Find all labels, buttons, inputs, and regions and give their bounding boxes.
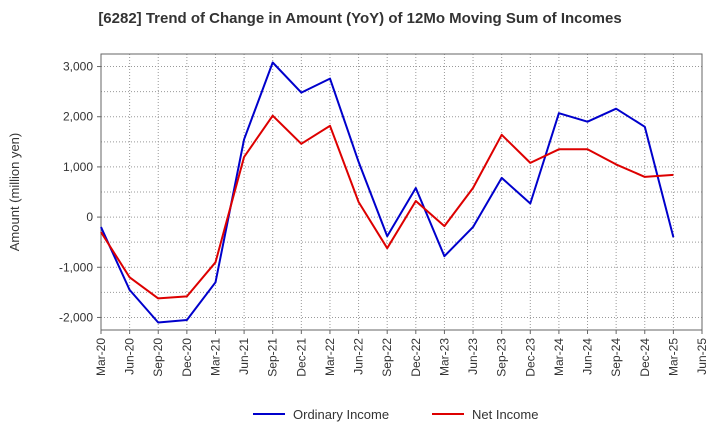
x-tick-label: Sep-21 xyxy=(266,338,280,377)
x-tick-label: Mar-25 xyxy=(666,338,680,376)
x-tick-label: Mar-22 xyxy=(323,338,337,376)
y-tick-label: 1,000 xyxy=(63,160,93,174)
y-tick-label: 2,000 xyxy=(63,110,93,124)
x-tick-label: Sep-23 xyxy=(495,338,509,377)
y-axis-title: Amount (million yen) xyxy=(7,133,22,252)
legend-ordinary-income-label: Ordinary Income xyxy=(293,407,389,422)
x-tick-label: Jun-23 xyxy=(466,338,480,375)
x-tick-label: Jun-22 xyxy=(352,338,366,375)
legend-net-income-label: Net Income xyxy=(472,407,538,422)
y-tick-label: -2,000 xyxy=(59,310,93,324)
x-tick-label: Jun-24 xyxy=(581,338,595,375)
y-tick-label: 3,000 xyxy=(63,60,93,74)
x-tick-label: Sep-20 xyxy=(151,338,165,377)
series-line-ordinary-income xyxy=(100,61,675,324)
x-tick-label: Mar-24 xyxy=(552,338,566,376)
x-tick-label: Jun-25 xyxy=(695,338,709,375)
x-tick-label: Jun-21 xyxy=(237,338,251,375)
chart-title: [6282] Trend of Change in Amount (YoY) o… xyxy=(98,10,622,27)
x-tick-label: Dec-20 xyxy=(180,338,194,377)
plot-frame xyxy=(100,53,703,331)
x-tick-label: Mar-21 xyxy=(208,338,222,376)
x-tick-label: Sep-22 xyxy=(380,338,394,377)
x-tick-label: Dec-24 xyxy=(638,338,652,377)
x-tick-label: Dec-22 xyxy=(409,338,423,377)
x-tick-label: Dec-21 xyxy=(294,338,308,377)
y-tick-label: -1,000 xyxy=(59,260,93,274)
x-tick-label: Mar-20 xyxy=(94,338,108,376)
x-tick-label: Mar-23 xyxy=(437,338,451,376)
y-tick-label: 0 xyxy=(86,210,93,224)
x-tick-label: Jun-20 xyxy=(123,338,137,375)
x-tick-label: Sep-24 xyxy=(609,338,623,377)
x-tick-label: Dec-23 xyxy=(523,338,537,377)
series-line-net-income xyxy=(100,114,674,300)
